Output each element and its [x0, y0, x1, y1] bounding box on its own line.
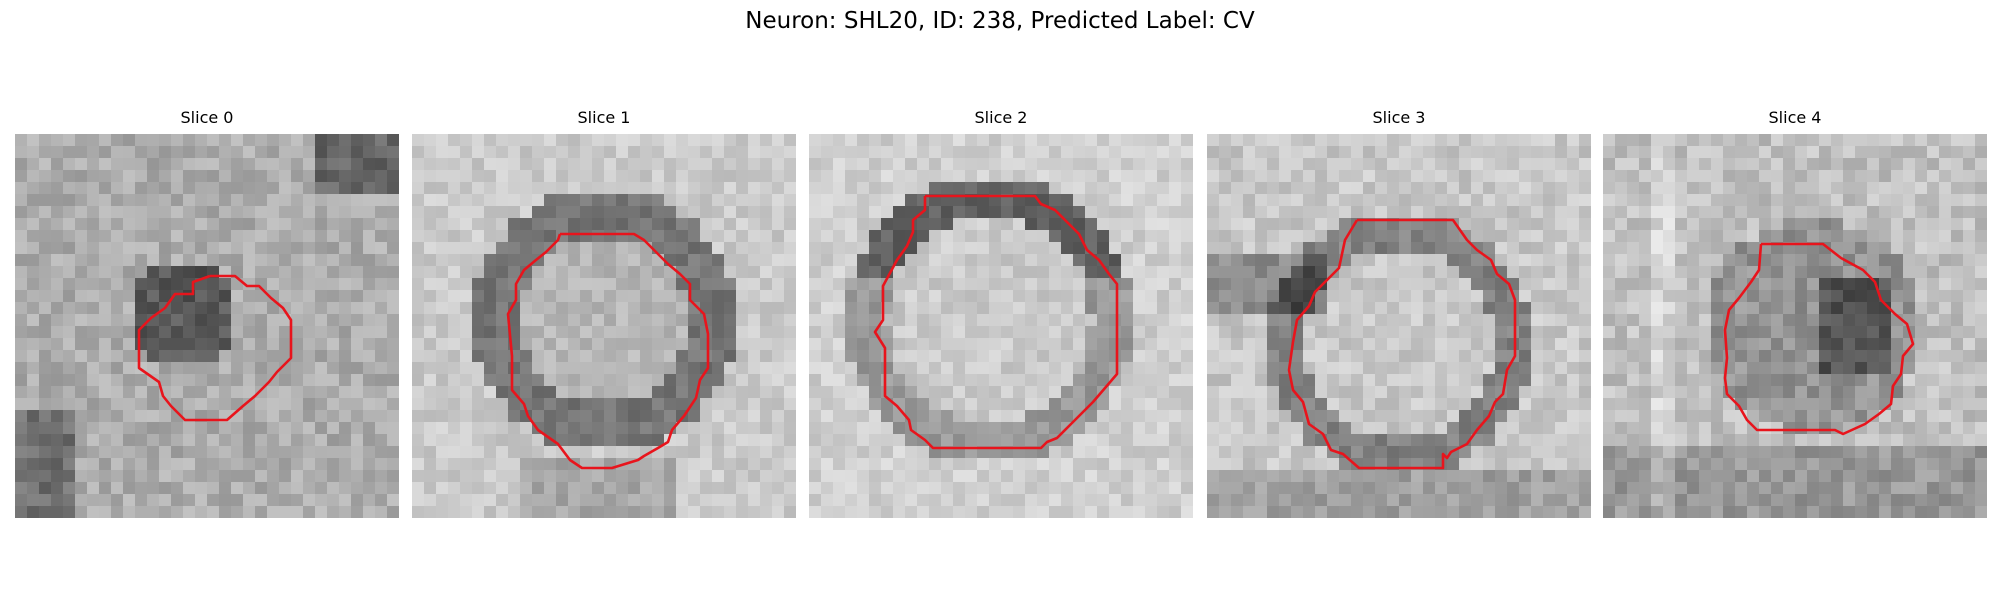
slice-grayscale-image [15, 134, 399, 518]
slice-image [1207, 134, 1591, 518]
roi-contour [506, 232, 710, 470]
roi-contour [1723, 242, 1915, 436]
slice-image [15, 134, 399, 518]
roi-contour [1287, 218, 1517, 470]
roi-contour-overlay [1287, 218, 1517, 470]
slice-grayscale-image [412, 134, 796, 518]
figure-title: Neuron: SHL20, ID: 238, Predicted Label:… [745, 8, 1255, 34]
slice-image [1603, 134, 1987, 518]
slice-title: Slice 4 [1768, 108, 1822, 127]
roi-contour [137, 274, 293, 422]
roi-contour-overlay [506, 232, 710, 470]
slice-title: Slice 0 [180, 108, 234, 127]
roi-contour-overlay [1723, 242, 1915, 436]
slice-title: Slice 3 [1372, 108, 1426, 127]
roi-contour [873, 194, 1119, 450]
slice-image [809, 134, 1193, 518]
roi-contour-overlay [873, 194, 1119, 450]
slice-title: Slice 1 [577, 108, 631, 127]
slice-grayscale-image [1603, 134, 1987, 518]
slice-image [412, 134, 796, 518]
slice-title: Slice 2 [974, 108, 1028, 127]
slice-grayscale-image [809, 134, 1193, 518]
slice-grayscale-image [1207, 134, 1591, 518]
roi-contour-overlay [137, 274, 293, 422]
